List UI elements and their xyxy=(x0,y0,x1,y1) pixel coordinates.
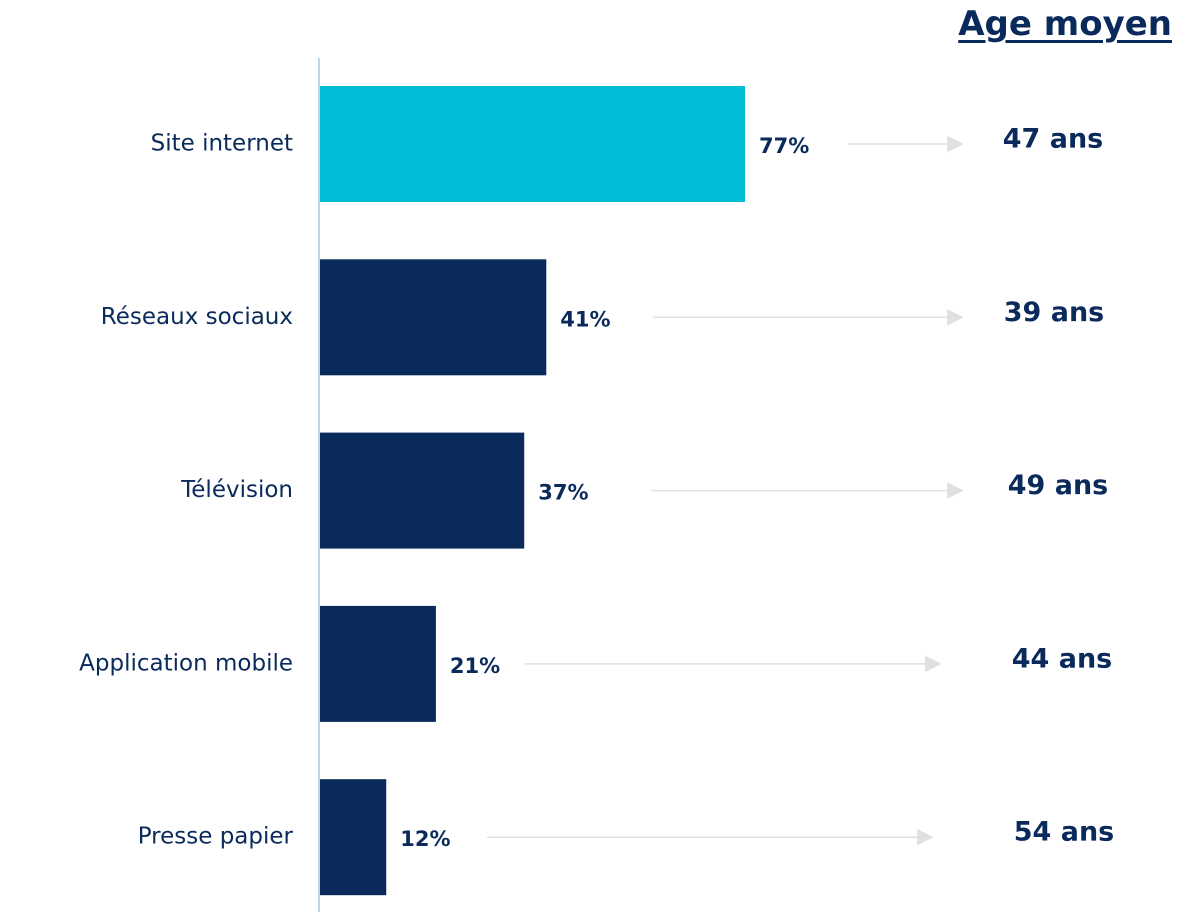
bar xyxy=(320,259,547,376)
bar xyxy=(320,432,525,549)
category-label: Application mobile xyxy=(79,650,293,676)
bar xyxy=(320,605,436,722)
value-label: 37% xyxy=(538,481,588,505)
average-age-label: 54 ans xyxy=(1014,817,1115,848)
bar xyxy=(320,86,745,202)
value-label: 77% xyxy=(759,134,809,158)
value-label: 21% xyxy=(450,654,500,678)
average-age-label: 44 ans xyxy=(1012,643,1113,674)
average-age-label: 39 ans xyxy=(1004,297,1105,328)
value-label: 12% xyxy=(400,827,450,851)
age-column-title: Age moyen xyxy=(958,4,1172,44)
category-label: Télévision xyxy=(180,477,293,503)
bar xyxy=(320,779,387,896)
average-age-label: 47 ans xyxy=(1003,124,1104,155)
value-label: 41% xyxy=(560,307,610,331)
category-label: Presse papier xyxy=(138,824,294,850)
category-label: Site internet xyxy=(151,131,293,157)
category-label: Réseaux sociaux xyxy=(101,304,293,330)
average-age-label: 49 ans xyxy=(1008,470,1109,501)
